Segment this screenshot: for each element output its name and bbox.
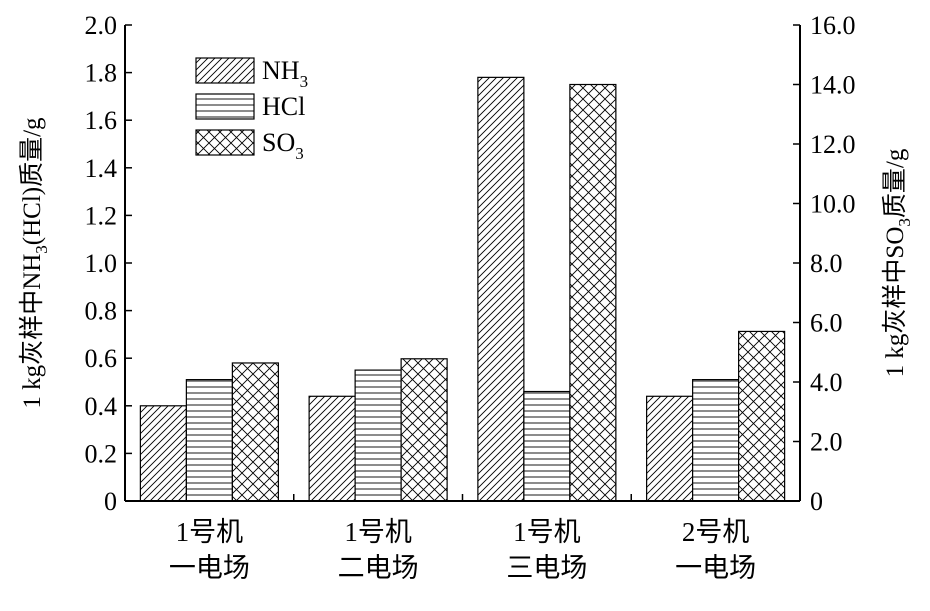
legend-swatch-hcl xyxy=(195,93,255,120)
y-right-axis-title: 1 kg灰样中SO3质量/g xyxy=(881,148,914,377)
bar-so3-2 xyxy=(569,83,617,502)
y-right-tick-label: 0 xyxy=(810,487,823,516)
y-left-axis-title: 1 kg灰样中NH3(HCl)质量/g xyxy=(18,117,51,409)
bar-hcl-2 xyxy=(523,390,571,502)
y-left-tick-label: 0.4 xyxy=(85,392,118,421)
y-right-tick-label: 12.0 xyxy=(810,130,856,159)
bar-nh3-2 xyxy=(477,76,525,502)
bar-hcl-1 xyxy=(354,369,402,502)
y-left-tick-label: 0.8 xyxy=(85,297,118,326)
y-left-tick-label: 0.2 xyxy=(85,439,118,468)
y-right-tick-label: 14.0 xyxy=(810,71,856,100)
bar-nh3-3 xyxy=(646,395,694,502)
legend-swatch-nh3 xyxy=(195,57,255,84)
legend-label-hcl: HCl xyxy=(262,92,305,121)
y-left-tick-label: 1.4 xyxy=(85,154,118,183)
x-category-label: 2号机 xyxy=(682,517,750,547)
y-right-tick-label: 8.0 xyxy=(810,249,843,278)
y-right-tick-label: 2.0 xyxy=(810,428,843,457)
x-category-label: 一电场 xyxy=(675,553,756,583)
y-left-tick-label: 1.6 xyxy=(85,106,118,135)
legend-label-nh3: NH3 xyxy=(262,56,308,91)
y-left-tick-label: 1.0 xyxy=(85,249,118,278)
x-category-label: 1号机 xyxy=(513,517,581,547)
y-left-tick-label: 1.8 xyxy=(85,59,118,88)
x-category-label: 一电场 xyxy=(169,553,250,583)
bar-nh3-0 xyxy=(139,405,187,502)
legend-swatch-so3 xyxy=(195,129,255,156)
y-right-tick-label: 4.0 xyxy=(810,368,843,397)
bar-so3-1 xyxy=(400,358,448,502)
y-left-tick-label: 1.2 xyxy=(85,201,118,230)
x-category-label: 1号机 xyxy=(176,517,244,547)
x-category-label: 1号机 xyxy=(344,517,412,547)
y-left-tick-label: 0 xyxy=(104,487,117,516)
bar-nh3-1 xyxy=(308,395,356,502)
legend-label-so3: SO3 xyxy=(262,128,304,163)
y-left-tick-label: 2.0 xyxy=(85,11,118,40)
bar-so3-0 xyxy=(231,362,279,502)
y-left-tick-label: 0.6 xyxy=(85,344,118,373)
x-category-label: 三电场 xyxy=(506,553,587,583)
left-ticks: 0 0.2 0.4 0.6 0.8 1.0 1.2 1.4 1.6 1.8 2.0 xyxy=(85,11,132,516)
right-ticks: 0 2.0 4.0 6.0 8.0 10.0 12.0 14.0 16.0 xyxy=(793,11,856,516)
y-right-tick-label: 10.0 xyxy=(810,190,856,219)
legend: NH3 HCl SO3 xyxy=(195,56,308,163)
bar-so3-3 xyxy=(738,330,786,502)
bar-hcl-0 xyxy=(185,379,233,502)
y-right-tick-label: 6.0 xyxy=(810,309,843,338)
x-category-label: 二电场 xyxy=(338,553,419,583)
y-right-tick-label: 16.0 xyxy=(810,11,856,40)
bar-hcl-3 xyxy=(692,379,740,502)
bars-layer xyxy=(139,76,786,502)
